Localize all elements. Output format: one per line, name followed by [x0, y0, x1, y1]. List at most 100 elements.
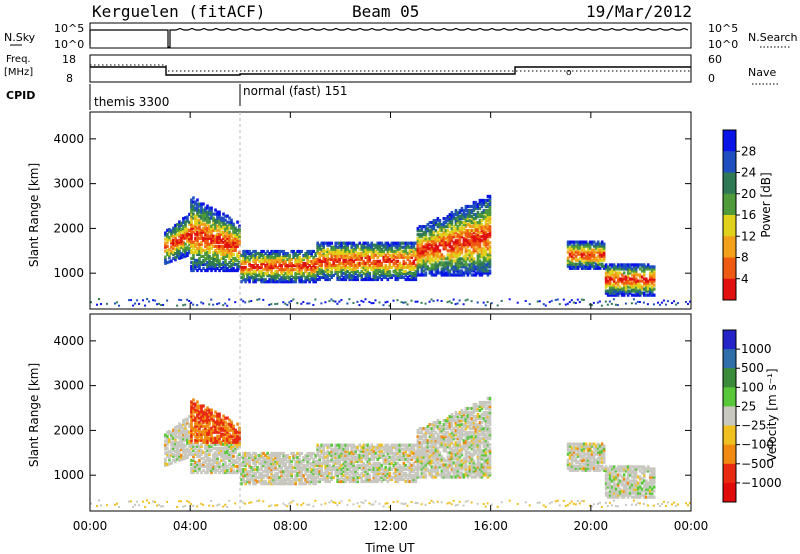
power-cell: [234, 228, 237, 232]
power-cell: [332, 251, 336, 255]
power-cell: [190, 244, 193, 248]
power-cell: [484, 249, 488, 253]
velocity-cell: [326, 445, 329, 449]
power-cell: [214, 240, 217, 244]
velocity-cell: [196, 438, 199, 442]
power-cell: [100, 303, 103, 306]
velocity-cell: [268, 468, 271, 472]
power-cell: [580, 254, 584, 258]
power-cell: [370, 302, 373, 305]
velocity-cell: [302, 459, 305, 464]
power-cell: [646, 265, 650, 269]
velocity-cell: [208, 466, 211, 471]
power-cell: [268, 264, 271, 268]
power-cell: [240, 298, 243, 301]
power-cell: [486, 271, 490, 275]
velocity-cell: [292, 466, 295, 470]
power-cell: [460, 225, 464, 229]
power-cell: [242, 255, 245, 260]
power-cell: [180, 255, 183, 260]
power-cell: [460, 208, 464, 213]
power-cell: [226, 230, 229, 234]
power-cell: [166, 232, 169, 236]
power-cell: [364, 298, 367, 301]
power-cell: [230, 240, 233, 244]
power-cell: [632, 275, 636, 279]
power-cell: [232, 256, 235, 261]
velocity-cell: [262, 480, 265, 484]
power-cell: [448, 231, 452, 235]
velocity-cell: [328, 463, 331, 467]
power-cell: [460, 229, 464, 233]
power-cell: [602, 246, 606, 250]
power-cell: [278, 251, 281, 256]
velocity-cell: [192, 468, 195, 473]
power-cell: [458, 299, 461, 302]
power-cell: [408, 261, 412, 265]
power-cell: [464, 233, 468, 237]
velocity-cell: [210, 410, 213, 414]
power-cell: [204, 206, 207, 210]
power-cell: [326, 265, 329, 269]
power-cell: [588, 266, 592, 270]
power-cell: [402, 261, 406, 265]
velocity-cell: [338, 477, 342, 482]
power-cell: [340, 245, 344, 249]
power-cell: [254, 259, 257, 264]
power-cell: [566, 256, 570, 260]
power-cell: [590, 258, 594, 262]
velocity-cell: [280, 457, 283, 462]
power-cell: [486, 257, 490, 261]
velocity-cell: [310, 453, 313, 458]
velocity-cell: [248, 474, 251, 478]
velocity-cell: [170, 437, 173, 441]
power-cell: [312, 249, 315, 254]
velocity-cell: [322, 455, 325, 459]
power-cell: [394, 277, 398, 282]
power-cell: [278, 268, 281, 272]
power-cell: [456, 221, 460, 225]
velocity-cell: [270, 474, 273, 478]
power-cell: [226, 250, 229, 254]
power-cell: [190, 220, 193, 224]
nsearch-tick-bottom: 10^0: [708, 38, 738, 51]
power-cell: [306, 274, 309, 278]
velocity-cell: [190, 432, 193, 436]
power-cell: [482, 269, 486, 273]
power-cell: [360, 247, 364, 251]
power-cell: [576, 246, 580, 250]
power-cell: [452, 229, 456, 233]
power-cell: [648, 279, 652, 283]
power-cell: [394, 269, 398, 274]
power-cell: [254, 266, 257, 270]
power-cell: [216, 216, 219, 220]
power-cell: [484, 212, 488, 217]
power-cell: [486, 223, 490, 227]
power-cell: [270, 278, 273, 282]
velocity-cell: [236, 466, 239, 471]
power-cell: [376, 269, 380, 274]
power-cell: [194, 226, 197, 230]
power-cell: [446, 214, 450, 219]
velocity-cell: [302, 474, 305, 478]
velocity-cell: [224, 450, 227, 454]
velocity-cell: [274, 474, 277, 478]
power-cell: [364, 253, 368, 257]
velocity-cell: [196, 410, 199, 414]
power-cell: [192, 266, 195, 271]
power-cell: [456, 251, 460, 255]
power-cell: [456, 263, 460, 267]
power-cell: [372, 271, 376, 276]
power-cell: [652, 287, 656, 291]
velocity-cell: [218, 442, 221, 446]
power-cell: [442, 227, 446, 231]
power-cell: [426, 265, 430, 269]
power-cell: [396, 277, 400, 282]
power-cell: [614, 273, 618, 277]
power-cell: [640, 275, 644, 279]
power-cell: [388, 261, 392, 265]
power-cell: [426, 253, 430, 257]
power-cell: [212, 216, 215, 220]
velocity-cell: [178, 458, 181, 462]
power-cell: [384, 273, 388, 278]
